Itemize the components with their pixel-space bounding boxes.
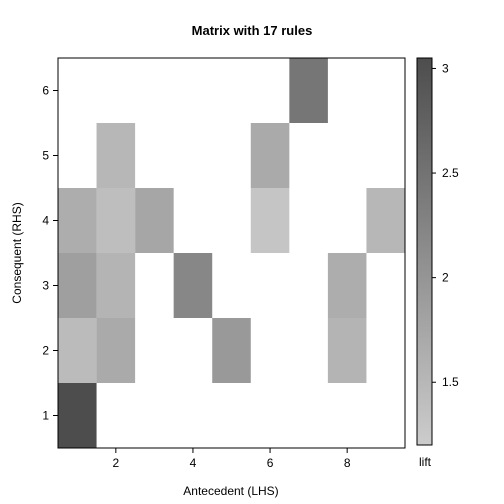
heatmap-cell-3-4 xyxy=(135,188,174,253)
x-tick-label: 2 xyxy=(112,456,119,470)
x-tick-label: 8 xyxy=(344,456,351,470)
chart-title: Matrix with 17 rules xyxy=(192,23,313,38)
x-tick-label: 6 xyxy=(267,456,274,470)
heatmap-cell-2-3 xyxy=(96,253,136,318)
heatmap-cell-2-5 xyxy=(96,123,136,188)
heatmap-cell-4-3 xyxy=(173,253,213,318)
heatmap-cells xyxy=(58,58,405,448)
heatmap-cell-5-2 xyxy=(212,318,251,383)
heatmap-cell-2-4 xyxy=(96,188,136,253)
heatmap-cell-9-4 xyxy=(366,188,405,253)
x-axis: 2 4 6 8 xyxy=(112,448,351,470)
y-tick-label: 1 xyxy=(42,409,49,423)
colorbar-ticks: 1.5 2 2.5 3 xyxy=(432,61,459,389)
colorbar-tick-label: 2.5 xyxy=(442,166,459,180)
heatmap-cell-1-4 xyxy=(58,188,97,253)
y-tick-label: 6 xyxy=(42,84,49,98)
y-tick-label: 2 xyxy=(42,344,49,358)
heatmap-cell-8-3 xyxy=(327,253,367,318)
y-axis: 1 2 3 4 5 6 xyxy=(42,84,58,423)
heatmap-cell-6-5 xyxy=(250,123,290,188)
colorbar-tick-label: 3 xyxy=(442,61,449,75)
colorbar-label: lift xyxy=(419,455,432,469)
y-axis-label: Consequent (RHS) xyxy=(10,202,24,303)
colorbar-tick-label: 2 xyxy=(442,271,449,285)
heatmap-cell-1-2 xyxy=(58,318,97,383)
heatmap-cell-1-3 xyxy=(58,253,97,318)
heatmap-cell-8-2 xyxy=(327,318,367,383)
plot-frame xyxy=(57,57,406,449)
heatmap-cell-6-4 xyxy=(250,188,290,253)
y-tick-label: 3 xyxy=(42,279,49,293)
heatmap-cell-1-1 xyxy=(58,383,97,448)
heatmap-cell-2-2 xyxy=(96,318,136,383)
x-tick-label: 4 xyxy=(190,456,197,470)
heatmap-cell-7-6 xyxy=(289,58,328,123)
y-tick-label: 5 xyxy=(42,149,49,163)
colorbar-tick-label: 1.5 xyxy=(442,375,459,389)
colorbar xyxy=(416,57,433,446)
x-axis-label: Antecedent (LHS) xyxy=(183,484,278,498)
y-tick-label: 4 xyxy=(42,214,49,228)
